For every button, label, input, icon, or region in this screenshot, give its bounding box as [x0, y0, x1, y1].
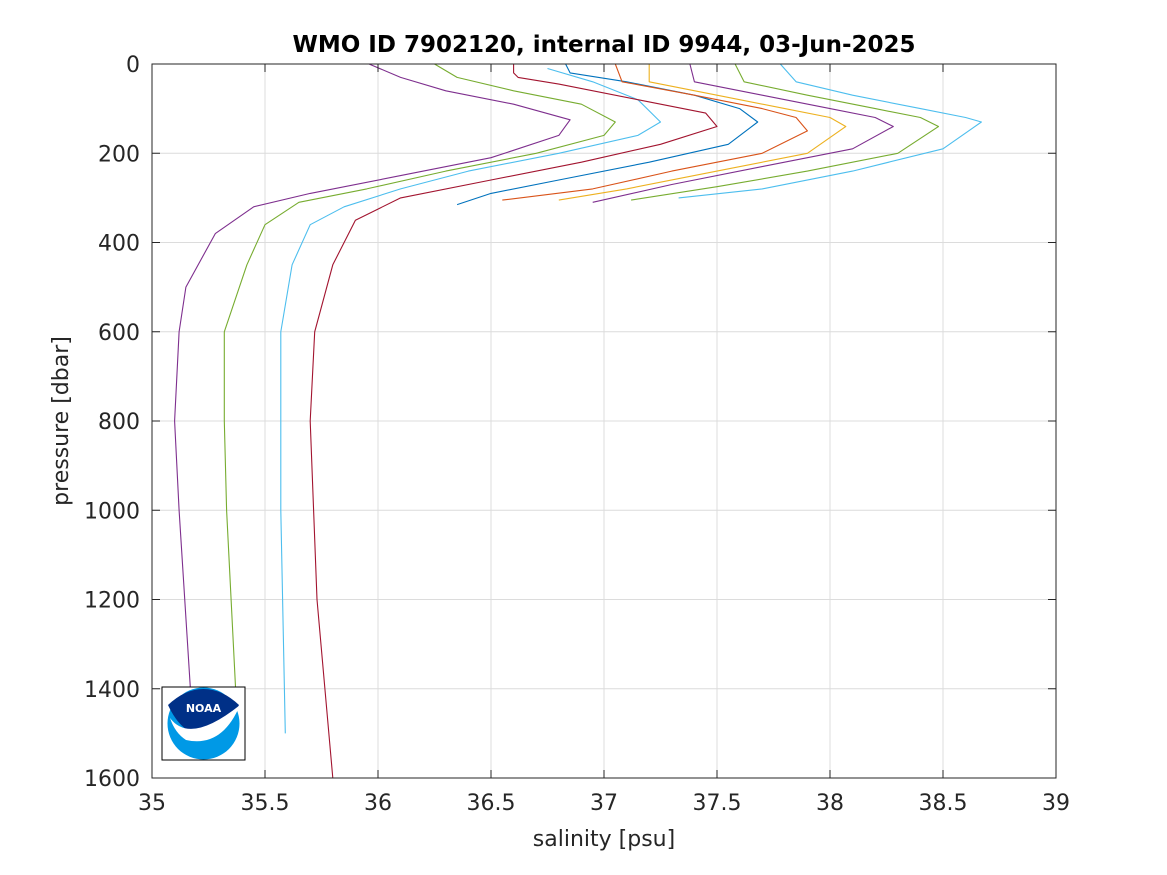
series-group: [174, 63, 982, 779]
y-tick-label: 1600: [84, 767, 140, 792]
x-tick-label: 36.5: [467, 791, 516, 816]
x-tick-label: 38: [816, 791, 844, 816]
x-tick-label: 35.5: [241, 791, 290, 816]
profile-line-7: [558, 64, 847, 201]
grid: [151, 63, 1057, 779]
y-tick-labels: 0 200 400 600 800 1000 1200 1400 1600: [84, 53, 140, 792]
logo-gull-wave: [170, 705, 240, 742]
ticks: [151, 63, 1057, 779]
profile-line-1: [174, 63, 571, 689]
chart-title: WMO ID 7902120, internal ID 9944, 03-Jun…: [292, 32, 915, 58]
y-tick-label: 400: [98, 232, 140, 257]
y-tick-label: 0: [126, 53, 140, 78]
x-tick-label: 35: [138, 791, 166, 816]
profile-line-6: [502, 63, 808, 201]
y-tick-label: 600: [98, 321, 140, 346]
x-tick-label: 38.5: [919, 791, 968, 816]
y-tick-label: 800: [98, 410, 140, 435]
profile-line-5: [456, 63, 759, 206]
profile-line-4: [309, 64, 718, 779]
profile-line-2: [223, 63, 616, 689]
y-tick-label: 1200: [84, 589, 140, 614]
x-tick-label: 37.5: [693, 791, 742, 816]
x-tick-label: 39: [1042, 791, 1070, 816]
y-tick-label: 1400: [84, 678, 140, 703]
logo-text: NOAA: [186, 702, 222, 715]
profile-line-9: [631, 63, 940, 201]
y-tick-label: 1000: [84, 499, 140, 524]
x-tick-label: 37: [590, 791, 618, 816]
x-axis-label: salinity [psu]: [533, 827, 675, 852]
profile-line-8: [592, 63, 894, 203]
profile-line-10: [678, 63, 982, 199]
noaa-logo: NOAA: [161, 686, 246, 761]
x-tick-label: 36: [364, 791, 392, 816]
profile-line-3: [280, 67, 662, 734]
x-tick-labels: 35 35.5 36 36.5 37 37.5 38 38.5 39: [138, 791, 1070, 816]
y-tick-label: 200: [98, 142, 140, 167]
y-axis-label: pressure [dbar]: [49, 336, 74, 506]
